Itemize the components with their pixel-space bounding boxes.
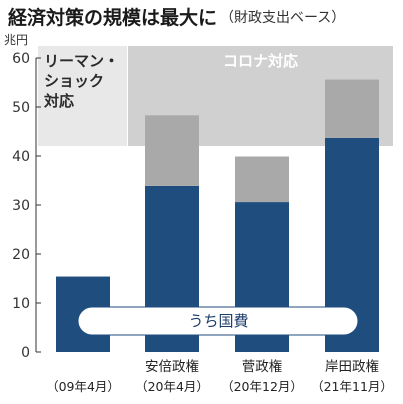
x-cat-period-3: （21年11月） xyxy=(311,379,393,394)
x-cat-period-2: （20年12月） xyxy=(221,379,303,394)
y-tick-label-4: 40 xyxy=(12,149,30,165)
y-axis: 0 10 20 30 40 50 60 xyxy=(12,51,41,361)
bar-2-series-1 xyxy=(235,156,289,203)
legend-label: うち国費 xyxy=(188,312,248,330)
chart-title: 経済対策の規模は最大に xyxy=(8,6,217,29)
y-axis-unit: 兆円 xyxy=(4,33,28,47)
y-tick-label-5: 50 xyxy=(12,100,30,116)
region-label-0-2: 対応 xyxy=(43,92,74,110)
region-label-0-1: ショック xyxy=(44,72,104,90)
x-cat-label-3: 岸田政権 xyxy=(325,358,379,375)
x-axis-labels: （09年4月） 安倍政権 （20年4月） 菅政権 （20年12月） 岸田政権 （21年11月… xyxy=(46,358,393,394)
legend: うち国費 xyxy=(77,306,359,336)
y-tick-label-1: 10 xyxy=(12,296,30,312)
y-tick-label-0: 0 xyxy=(21,345,30,361)
y-tick-label-2: 20 xyxy=(12,247,30,263)
region-label-1-0: コロナ対応 xyxy=(223,52,298,70)
region-label-0-0: リーマン・ xyxy=(44,52,119,70)
x-cat-period-0: （09年4月） xyxy=(46,379,120,394)
x-cat-label-1: 安倍政権 xyxy=(145,358,199,375)
bar-1-series-1 xyxy=(145,115,199,186)
y-tick-label-6: 60 xyxy=(12,51,30,67)
region-band-0 xyxy=(38,46,127,146)
x-cat-label-2: 菅政権 xyxy=(242,358,283,375)
y-tick-label-3: 30 xyxy=(12,198,30,214)
chart-subtitle: （財政支出ベース） xyxy=(220,10,345,26)
bar-3-series-1 xyxy=(325,79,379,138)
x-cat-period-1: （20年4月） xyxy=(135,379,209,394)
legend-pill xyxy=(77,306,359,336)
